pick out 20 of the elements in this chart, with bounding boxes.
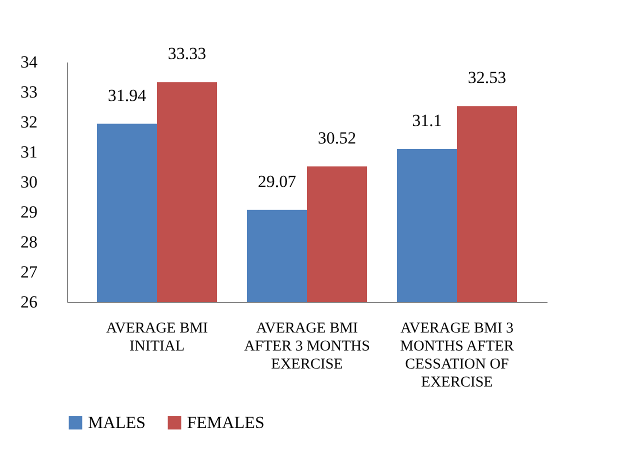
data-label: 31.1 (412, 111, 442, 130)
x-tick-label: AVERAGE BMI 3 MONTHS AFTER CESSATION OF EXERCISE (400, 320, 514, 390)
data-label: 30.52 (318, 128, 356, 148)
x-tick-label: AVERAGE BMI AFTER 3 MONTHS EXERCISE (244, 320, 370, 372)
y-tick-label: 26 (20, 292, 38, 312)
y-tick-label: 34 (20, 52, 38, 72)
y-tick-label: 33 (20, 82, 38, 102)
x-tick-label: AVERAGE BMI INITIAL (106, 320, 208, 354)
y-tick-label: 30 (20, 172, 38, 192)
data-label: 29.07 (258, 172, 297, 191)
y-tick-label: 27 (20, 262, 38, 282)
data-label: 32.53 (468, 68, 506, 88)
y-tick-label: 29 (20, 202, 38, 222)
data-label: 31.94 (108, 86, 147, 105)
y-tick-label: 31 (20, 142, 38, 162)
data-label: 33.33 (168, 44, 206, 64)
y-tick-label: 28 (20, 232, 38, 252)
y-tick-label: 32 (20, 112, 38, 132)
legend-label: FEMALES (187, 412, 264, 432)
legend-label: MALES (88, 412, 146, 432)
